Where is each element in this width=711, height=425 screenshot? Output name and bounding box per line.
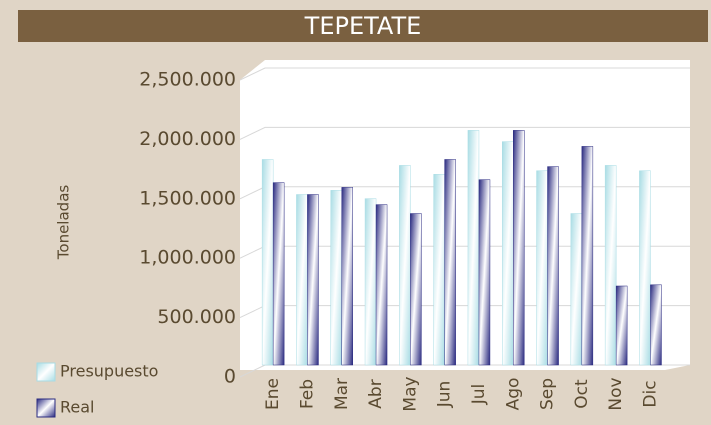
y-tick-label: 0 (224, 366, 236, 388)
bar (330, 190, 342, 366)
bar (581, 146, 594, 366)
bar (307, 194, 319, 366)
bar (467, 130, 480, 366)
bar (364, 198, 377, 366)
x-tick-label: Nov (606, 377, 626, 410)
x-tick-label: Feb (297, 379, 317, 409)
bar (272, 182, 285, 366)
x-tick-label: Dic (640, 380, 660, 407)
x-tick-label: Jul (469, 384, 489, 406)
grid-line (239, 126, 690, 140)
y-axis-label: Toneladas (55, 185, 73, 261)
x-tick-label: Abr (366, 379, 386, 408)
bar (478, 179, 491, 366)
x-tick-label: Ago (503, 378, 523, 411)
y-tick-label: 500.000 (157, 306, 236, 328)
bar (375, 204, 388, 366)
bar (615, 285, 628, 366)
x-tick-label: Sep (538, 378, 558, 410)
bar (513, 130, 525, 366)
bar (410, 213, 422, 366)
bar (536, 170, 548, 366)
bar (547, 166, 559, 366)
bar (341, 187, 353, 366)
bar (604, 165, 617, 366)
y-tick-label: 1,000.000 (139, 247, 236, 269)
title-bar (18, 10, 708, 42)
bar (296, 194, 308, 366)
x-tick-label: Mar (332, 378, 352, 410)
legend-label: Real (60, 398, 95, 417)
chart-title: TEPETATE (304, 12, 422, 40)
bar (261, 159, 274, 366)
bar (502, 141, 514, 366)
legend-swatch (36, 362, 56, 382)
bar (570, 213, 583, 366)
x-tick-label: Ene (263, 378, 283, 410)
bar (639, 170, 651, 366)
y-tick-label: 1,500.000 (139, 187, 236, 209)
y-tick-label: 2,000.000 (139, 128, 236, 150)
x-tick-label: May (400, 376, 420, 411)
x-tick-label: Jun (435, 381, 455, 409)
bar (433, 174, 445, 366)
legend-swatch (36, 398, 56, 418)
y-tick-label: 2,500.000 (139, 69, 236, 91)
bar (399, 165, 411, 366)
legend-label: Presupuesto (60, 362, 158, 381)
bar (650, 284, 662, 366)
grid-line (239, 67, 690, 81)
bar (444, 159, 456, 366)
x-tick-label: Oct (572, 379, 592, 409)
